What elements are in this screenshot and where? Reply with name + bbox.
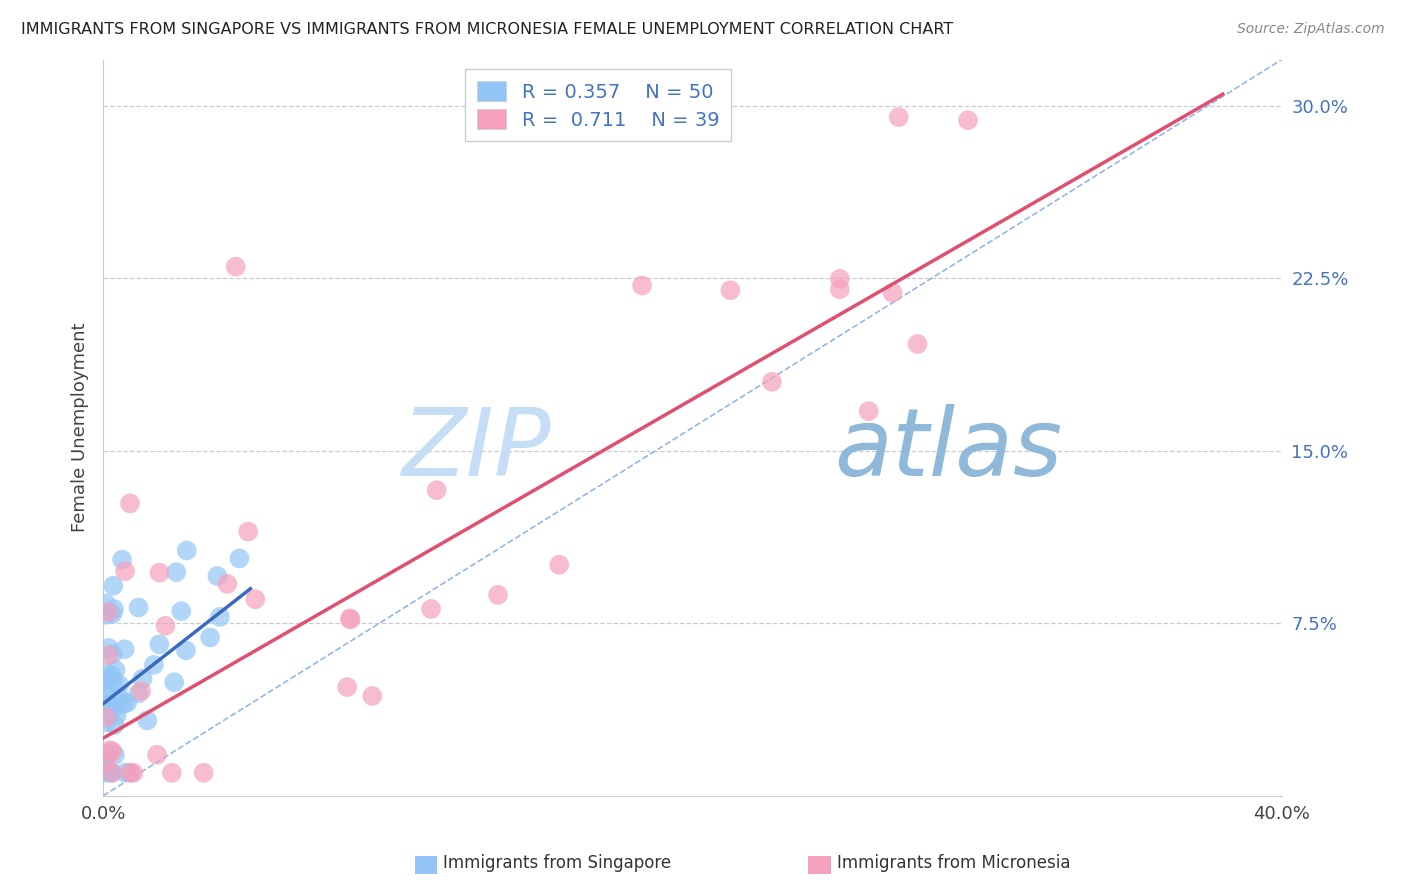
Text: IMMIGRANTS FROM SINGAPORE VS IMMIGRANTS FROM MICRONESIA FEMALE UNEMPLOYMENT CORR: IMMIGRANTS FROM SINGAPORE VS IMMIGRANTS … bbox=[21, 22, 953, 37]
Point bbox=[97, 605, 120, 619]
Point bbox=[174, 643, 197, 657]
Text: Immigrants from Micronesia: Immigrants from Micronesia bbox=[837, 855, 1070, 872]
Point bbox=[238, 524, 260, 539]
Point bbox=[101, 765, 124, 780]
Point bbox=[336, 680, 359, 694]
Point bbox=[98, 765, 121, 780]
Point bbox=[97, 640, 120, 655]
Point bbox=[225, 260, 247, 274]
Point bbox=[198, 631, 221, 645]
Point bbox=[207, 569, 229, 583]
Point bbox=[146, 747, 169, 762]
Point bbox=[103, 718, 125, 732]
Point bbox=[120, 765, 142, 780]
Point bbox=[486, 588, 509, 602]
Point bbox=[165, 565, 187, 579]
Point bbox=[858, 404, 880, 418]
Point bbox=[956, 113, 979, 128]
Point bbox=[114, 765, 136, 780]
Point bbox=[114, 564, 136, 578]
Point bbox=[420, 602, 443, 616]
Point bbox=[631, 278, 654, 293]
Point bbox=[97, 698, 120, 713]
Point bbox=[101, 765, 124, 780]
Point bbox=[94, 710, 117, 724]
Point bbox=[101, 647, 124, 661]
Point bbox=[105, 708, 128, 723]
Point bbox=[761, 375, 783, 389]
Point bbox=[128, 600, 150, 615]
Point bbox=[114, 642, 136, 657]
Point bbox=[101, 744, 124, 758]
Point bbox=[718, 283, 741, 297]
Point bbox=[828, 272, 851, 286]
Point bbox=[142, 657, 165, 672]
Point bbox=[103, 579, 125, 593]
Point bbox=[111, 552, 134, 566]
Point bbox=[148, 637, 170, 651]
Text: Immigrants from Singapore: Immigrants from Singapore bbox=[443, 855, 671, 872]
Point bbox=[136, 714, 159, 728]
Point bbox=[118, 496, 141, 510]
Point bbox=[176, 543, 198, 558]
Legend: R = 0.357    N = 50, R =  0.711    N = 39: R = 0.357 N = 50, R = 0.711 N = 39 bbox=[465, 70, 731, 142]
Point bbox=[115, 696, 138, 710]
Point bbox=[127, 686, 149, 700]
Point bbox=[94, 665, 117, 680]
Point bbox=[122, 765, 145, 780]
Point bbox=[94, 681, 117, 695]
Point bbox=[361, 689, 384, 703]
Point bbox=[94, 762, 117, 776]
Point bbox=[104, 747, 127, 762]
Point bbox=[118, 765, 141, 780]
Point bbox=[882, 285, 904, 300]
Point bbox=[148, 566, 170, 580]
Point bbox=[339, 612, 361, 626]
Point bbox=[96, 715, 118, 730]
Point bbox=[103, 602, 125, 616]
Point bbox=[907, 337, 929, 351]
Point bbox=[163, 675, 186, 690]
Point bbox=[94, 765, 117, 780]
Point bbox=[98, 703, 121, 717]
Point bbox=[131, 672, 153, 686]
Point bbox=[129, 684, 152, 698]
Point bbox=[193, 765, 215, 780]
Point bbox=[100, 668, 122, 682]
Point bbox=[104, 663, 127, 677]
Point bbox=[170, 604, 193, 618]
Point bbox=[96, 607, 118, 622]
Point bbox=[339, 611, 361, 625]
Point bbox=[160, 765, 183, 780]
Point bbox=[112, 697, 135, 711]
Point bbox=[101, 701, 124, 715]
Point bbox=[97, 746, 120, 760]
Point bbox=[101, 607, 124, 621]
Point bbox=[155, 619, 177, 633]
Point bbox=[108, 691, 131, 706]
Point bbox=[94, 756, 117, 770]
Point bbox=[103, 674, 125, 689]
Point bbox=[94, 597, 117, 611]
Point bbox=[98, 743, 121, 757]
Point bbox=[548, 558, 571, 572]
Point bbox=[426, 483, 449, 498]
Point bbox=[208, 610, 231, 624]
Point bbox=[96, 763, 118, 777]
Point bbox=[228, 551, 250, 566]
Text: atlas: atlas bbox=[834, 404, 1062, 495]
Y-axis label: Female Unemployment: Female Unemployment bbox=[72, 323, 89, 533]
Point bbox=[97, 648, 120, 663]
Text: ZIP: ZIP bbox=[401, 404, 551, 495]
Point bbox=[98, 673, 121, 687]
Point bbox=[217, 577, 239, 591]
Point bbox=[245, 592, 267, 607]
Point bbox=[828, 282, 851, 296]
Point bbox=[97, 687, 120, 701]
Text: Source: ZipAtlas.com: Source: ZipAtlas.com bbox=[1237, 22, 1385, 37]
Point bbox=[108, 678, 131, 692]
Point bbox=[887, 110, 910, 124]
